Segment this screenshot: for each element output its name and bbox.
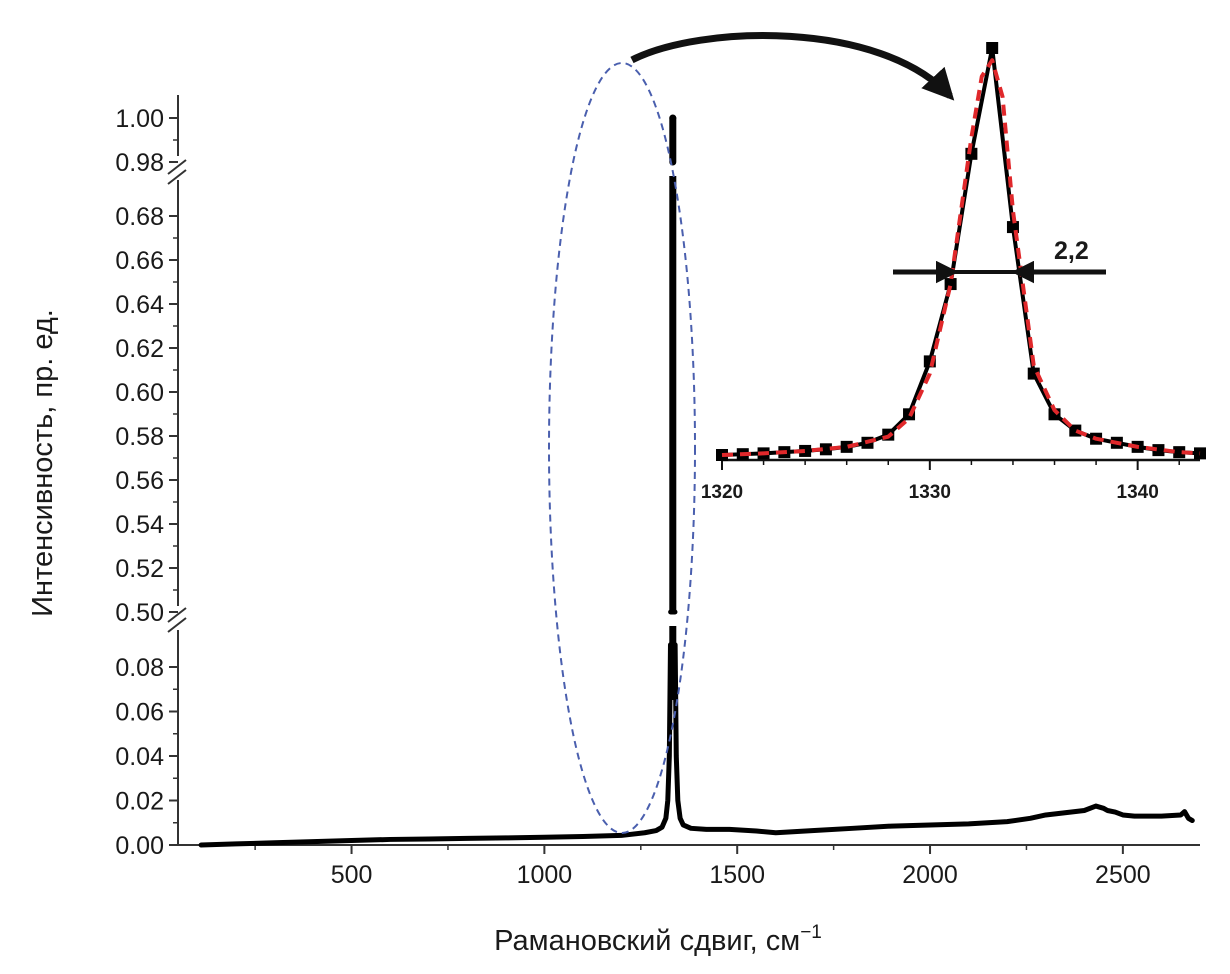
x-tick-label: 1500 bbox=[709, 861, 765, 889]
x-tick-label: 500 bbox=[331, 861, 373, 889]
y-tick-label: 0.00 bbox=[115, 832, 164, 860]
x-axis-title: Рамановский сдвиг, см−1 bbox=[494, 922, 822, 957]
y-tick-label: 0.08 bbox=[115, 654, 164, 682]
y-tick-label: 0.64 bbox=[115, 291, 164, 319]
main-chart: 0.00 0.02 0.04 0.06 0.08 0.50 0.52 0.54 0.56 0.58… bbox=[27, 95, 1200, 957]
inset-x-tick-label: 1340 bbox=[1117, 482, 1159, 503]
x-tick-label: 1000 bbox=[517, 861, 573, 889]
inset-annotations: 2,2 bbox=[893, 237, 1106, 284]
inset-x-tick-label: 1330 bbox=[909, 482, 951, 503]
y-tick-label: 0.06 bbox=[115, 699, 164, 727]
inset-fit-line bbox=[721, 58, 1201, 457]
inset-measured-point bbox=[840, 440, 853, 453]
y-tick-label: 0.66 bbox=[115, 247, 164, 275]
y-tick-label: 0.68 bbox=[115, 203, 164, 231]
inset-measured-point bbox=[1173, 446, 1186, 459]
x-tick-label: 2500 bbox=[1095, 861, 1151, 889]
y-tick-label: 0.04 bbox=[115, 743, 164, 771]
y-axis-break-upper bbox=[167, 159, 187, 185]
inset-x-tick-label: 1320 bbox=[701, 482, 743, 503]
y-axis-title: Интенсивность, пр. ед. bbox=[27, 309, 59, 617]
inset-measured-point bbox=[819, 443, 832, 456]
y-tick-label: 0.02 bbox=[115, 788, 164, 816]
main-axes: 0.00 0.02 0.04 0.06 0.08 0.50 0.52 0.54 0.56 0.58… bbox=[115, 95, 1200, 889]
y-tick-label: 1.00 bbox=[115, 105, 164, 133]
inset-measured-line bbox=[721, 46, 1201, 457]
fwhm-label: 2,2 bbox=[1054, 237, 1089, 265]
y-tick-label: 0.54 bbox=[115, 511, 164, 539]
inset-axes: 1320 1330 1340 bbox=[701, 458, 1200, 503]
inset-series bbox=[716, 42, 1206, 461]
y-tick-label: 0.62 bbox=[115, 335, 164, 363]
inset-measured-point bbox=[986, 42, 999, 54]
inset-measured-point bbox=[799, 444, 812, 457]
y-tick-label: 0.98 bbox=[115, 149, 164, 177]
y-tick-label: 0.52 bbox=[115, 555, 164, 583]
x-tick-label: 2000 bbox=[902, 861, 958, 889]
y-tick-label: 0.56 bbox=[115, 467, 164, 495]
spectrum-line bbox=[672, 642, 1195, 836]
inset-chart: 1320 1330 1340 2,2 bbox=[701, 42, 1206, 503]
y-tick-label: 0.60 bbox=[115, 379, 164, 407]
spectrum-line bbox=[198, 642, 673, 848]
y-tick-label: 0.58 bbox=[115, 423, 164, 451]
y-tick-label: 0.50 bbox=[115, 599, 164, 627]
y-axis-break-lower bbox=[167, 607, 187, 633]
peak-highlight-ellipse bbox=[548, 62, 696, 834]
zoom-connector-arrow bbox=[630, 32, 955, 101]
main-series bbox=[198, 114, 1195, 848]
